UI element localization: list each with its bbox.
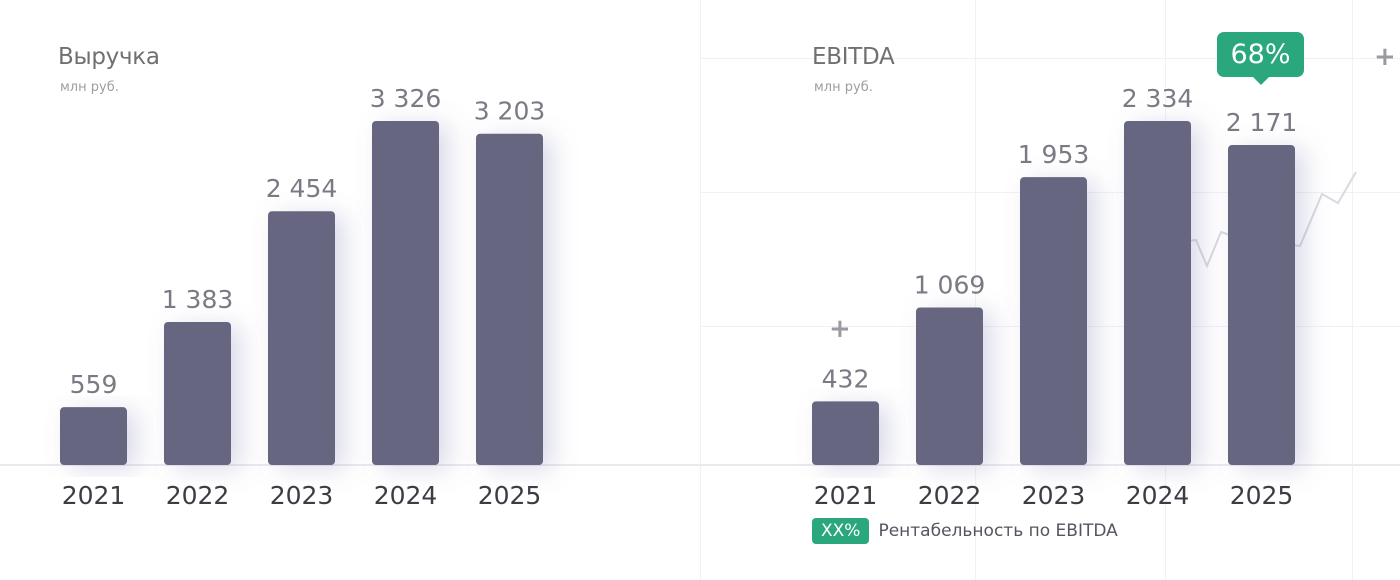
revenue-bar-2024 — [372, 121, 439, 465]
ebitda-bar-2023 — [1020, 177, 1087, 465]
revenue-year-label-2021: 2021 — [62, 481, 126, 510]
revenue-bar-2021 — [60, 407, 127, 465]
ebitda-year-label-2021: 2021 — [814, 481, 878, 510]
plus-icon: + — [1374, 42, 1396, 72]
ebitda-value-label-2025: 2 171 — [1226, 108, 1298, 137]
revenue-year-label-2022: 2022 — [166, 481, 230, 510]
revenue-year-label-2023: 2023 — [270, 481, 334, 510]
revenue-value-label-2023: 2 454 — [266, 174, 338, 203]
revenue-value-label-2021: 559 — [70, 370, 118, 399]
ebitda-bar-2024 — [1124, 121, 1191, 465]
ebitda-year-label-2023: 2023 — [1022, 481, 1086, 510]
revenue-year-label-2024: 2024 — [374, 481, 438, 510]
baseline — [0, 464, 1400, 466]
revenue-value-label-2024: 3 326 — [370, 84, 442, 113]
ebitda-value-label-2024: 2 334 — [1122, 84, 1194, 113]
grid-line — [975, 0, 976, 580]
legend-badge: XX% — [812, 518, 870, 544]
ebitda-value-label-2022: 1 069 — [914, 270, 986, 299]
legend-label: Рентабельность по EBITDA — [878, 521, 1118, 541]
ebitda-chart-title: EBITDA — [812, 44, 895, 70]
ebitda-bar-2025 — [1228, 145, 1295, 465]
revenue-chart-unit: млн руб. — [60, 80, 119, 95]
revenue-year-label-2025: 2025 — [478, 481, 542, 510]
revenue-value-label-2025: 3 203 — [474, 97, 546, 126]
ebitda-margin-badge: 68% — [1217, 32, 1304, 85]
revenue-chart-title: Выручка — [58, 44, 160, 70]
ebitda-value-label-2021: 432 — [822, 364, 870, 393]
grid-line — [700, 58, 1400, 59]
ebitda-bar-2022 — [916, 307, 983, 465]
chart-legend: XX% Рентабельность по EBITDA — [812, 518, 1118, 544]
revenue-bar-2023 — [268, 211, 335, 465]
grid-line — [700, 0, 701, 580]
ebitda-year-label-2025: 2025 — [1230, 481, 1294, 510]
plus-icon: + — [829, 314, 851, 344]
grid-line — [1352, 0, 1353, 580]
ebitda-bar-2021 — [812, 401, 879, 465]
ebitda-chart-unit: млн руб. — [814, 80, 873, 95]
revenue-bar-2022 — [164, 321, 231, 465]
ebitda-year-label-2022: 2022 — [918, 481, 982, 510]
ebitda-value-label-2023: 1 953 — [1018, 140, 1090, 169]
ebitda-year-label-2024: 2024 — [1126, 481, 1190, 510]
revenue-value-label-2022: 1 383 — [162, 285, 234, 314]
revenue-bar-2025 — [476, 133, 543, 465]
